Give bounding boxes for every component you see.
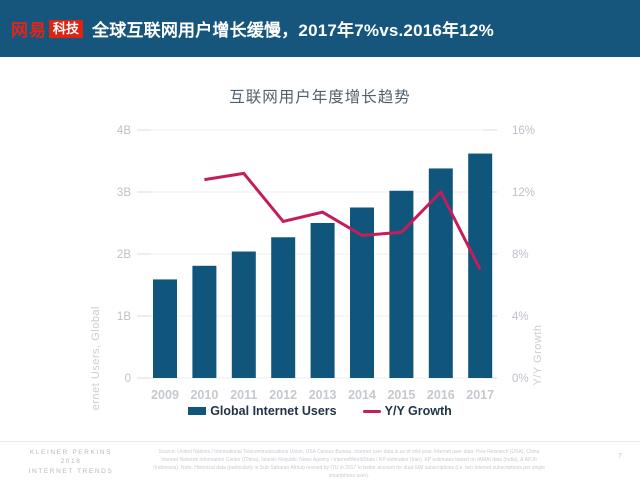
right-axis-tick: 16% bbox=[512, 125, 535, 137]
axis-tick-labels: 0 0% 1B 4% 2B 8% 3B 12% 4B 16% bbox=[117, 125, 535, 385]
bar-2016 bbox=[428, 168, 453, 378]
source-note: Source: United Nations / International T… bbox=[153, 449, 545, 479]
growth-line bbox=[204, 171, 482, 271]
right-axis-title: Y/Y Growth bbox=[532, 324, 544, 385]
kleiner-perkins-credit: KLEINER PERKINS 2018 INTERNET TRENDS bbox=[6, 448, 136, 476]
bar-2010 bbox=[192, 265, 217, 378]
right-axis-tick: 0% bbox=[512, 373, 529, 385]
x-axis-labels: 2009 2010 2011 2012 2013 2014 2015 2016 2017 bbox=[151, 388, 494, 402]
credit-line-1: KLEINER PERKINS bbox=[29, 449, 113, 456]
bar-2014 bbox=[350, 207, 374, 378]
left-axis-tick: 4B bbox=[117, 125, 131, 137]
left-axis-title: Internet Users, Global bbox=[90, 306, 102, 410]
left-axis-tick: 2B bbox=[117, 249, 131, 261]
bar-series-swatch bbox=[188, 407, 207, 415]
bar-2012 bbox=[271, 237, 296, 378]
year-label-2013: 2013 bbox=[309, 388, 337, 402]
year-label-2014: 2014 bbox=[348, 388, 376, 402]
year-label-2012: 2012 bbox=[269, 388, 297, 402]
bar-2013 bbox=[310, 223, 335, 378]
bar-2017 bbox=[468, 153, 493, 378]
combo-chart: 0 0% 1B 4% 2B 8% 3B 12% 4B 16% Internet Users, Glo… bbox=[90, 125, 544, 410]
left-axis-tick: 1B bbox=[117, 311, 131, 323]
year-label-2010: 2010 bbox=[190, 388, 218, 402]
credit-line-3: INTERNET TRENDS bbox=[28, 467, 114, 475]
header-bar: 网易 科技 全球互联网用户增长缓慢，2017年7%vs.2016年12% bbox=[0, 0, 640, 57]
netease-tech-logo: 网易 科技 bbox=[11, 16, 84, 41]
right-axis-tick: 8% bbox=[512, 249, 529, 261]
bar-2015 bbox=[389, 190, 414, 378]
tech-logo-badge: 科技 bbox=[49, 19, 84, 38]
bar-2009 bbox=[153, 279, 177, 378]
bar-series-label: Global Internet Users bbox=[210, 404, 337, 418]
bars-group bbox=[153, 153, 493, 378]
year-label-2015: 2015 bbox=[387, 388, 415, 402]
legend-item-line: Y/Y Growth bbox=[362, 404, 452, 418]
year-label-2009: 2009 bbox=[151, 388, 179, 402]
legend-item-bars: Global Internet Users bbox=[188, 404, 337, 418]
chart-legend: Global Internet Users Y/Y Growth bbox=[0, 404, 640, 418]
line-series-swatch bbox=[362, 409, 381, 413]
year-label-2017: 2017 bbox=[466, 388, 494, 402]
right-axis-tick: 4% bbox=[512, 311, 529, 323]
bar-2011 bbox=[231, 251, 256, 378]
left-axis-tick: 3B bbox=[117, 187, 131, 199]
netease-logo-text: 网易 bbox=[11, 21, 47, 40]
left-axis-tick: 0 bbox=[125, 373, 131, 385]
line-series-label: Y/Y Growth bbox=[384, 404, 452, 418]
footer-divider bbox=[0, 441, 640, 442]
credit-line-2: 2018 bbox=[60, 458, 82, 466]
chart-title: 互联网用户年度增长趋势 bbox=[229, 89, 411, 106]
year-label-2011: 2011 bbox=[230, 388, 257, 402]
page-number: 7 bbox=[617, 451, 623, 460]
year-label-2016: 2016 bbox=[427, 388, 455, 402]
slide-headline: 全球互联网用户增长缓慢，2017年7%vs.2016年12% bbox=[92, 21, 494, 40]
right-axis-tick: 12% bbox=[512, 187, 535, 199]
